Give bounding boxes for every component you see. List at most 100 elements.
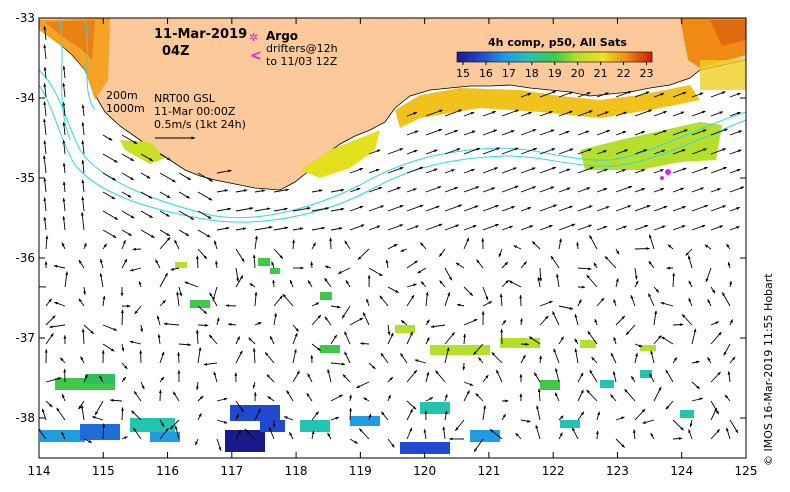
current-vector-arrow <box>501 279 509 288</box>
current-vector-arrow <box>216 189 229 193</box>
current-vector-arrow <box>577 187 591 193</box>
current-vector-arrow <box>550 255 560 269</box>
current-vector-arrow <box>264 352 275 364</box>
current-vector-arrow <box>528 336 541 345</box>
current-vector-arrow <box>140 210 153 219</box>
current-vector-arrow <box>425 223 443 231</box>
current-vector-arrow <box>463 186 480 193</box>
isobath-coast-line-2 <box>84 19 96 111</box>
colorbar-tick-label: 15 <box>456 67 470 80</box>
current-vector-arrow <box>197 323 209 327</box>
current-vector-arrow <box>444 267 453 281</box>
current-vector-arrow <box>400 248 408 252</box>
current-vector-arrow <box>482 187 496 193</box>
current-vector-arrow <box>729 111 741 117</box>
current-vector-arrow <box>45 333 54 345</box>
current-vector-arrow <box>691 224 706 231</box>
current-vector-arrow <box>723 343 731 356</box>
current-vector-arrow <box>368 225 381 231</box>
current-vector-arrow <box>131 410 142 421</box>
isobath-1000m-label: 1000m <box>106 102 145 115</box>
current-vector-arrow <box>344 351 351 364</box>
current-vector-arrow <box>81 179 85 193</box>
current-vector-arrow <box>615 416 625 421</box>
current-vector-arrow <box>672 419 684 431</box>
current-vector-arrow <box>672 225 686 231</box>
current-vector-arrow <box>368 205 385 212</box>
current-vector-arrow <box>535 424 541 440</box>
current-vector-arrow <box>501 261 509 269</box>
current-vector-arrow <box>482 405 487 421</box>
current-vector-arrow <box>254 291 258 307</box>
current-vector-arrow <box>197 347 202 364</box>
current-vector-arrow <box>157 334 161 345</box>
current-vector-arrow <box>283 416 294 421</box>
current-vector-arrow <box>80 404 85 421</box>
current-vector-arrow <box>140 381 145 390</box>
current-vector-arrow <box>520 342 530 346</box>
current-vector-arrow <box>159 229 171 237</box>
current-vector-arrow <box>596 187 608 193</box>
current-vector-arrow <box>691 204 709 212</box>
current-vector-arrow <box>184 281 199 288</box>
current-vector-arrow <box>710 407 718 421</box>
current-vector-arrow <box>615 225 627 231</box>
current-vector-arrow <box>121 436 128 440</box>
current-vector-arrow <box>577 372 584 383</box>
current-vector-arrow <box>349 224 365 231</box>
current-vector-arrow <box>463 147 481 155</box>
current-vector-arrow <box>327 369 332 383</box>
sst-patch-east-shelf <box>580 122 722 170</box>
current-vector-arrow <box>45 400 53 408</box>
current-vector-arrow <box>235 267 240 282</box>
current-vector-arrow <box>43 197 47 212</box>
current-vector-arrow <box>311 189 323 193</box>
current-vector-arrow <box>577 92 591 98</box>
current-vector-arrow <box>687 255 693 269</box>
drifter-legend-symbol: < <box>250 48 262 64</box>
current-vector-arrow <box>195 381 199 391</box>
current-vector-arrow <box>704 244 712 250</box>
current-vector-arrow <box>577 205 593 212</box>
current-vector-arrow <box>455 419 465 431</box>
current-vector-arrow <box>556 273 560 288</box>
current-vector-arrow <box>444 109 463 117</box>
current-vector-arrow <box>292 227 304 231</box>
current-vector-arrow <box>537 276 541 288</box>
current-vector-arrow <box>577 224 593 231</box>
current-vector-arrow <box>634 247 650 251</box>
lon-tick-label: 122 <box>542 464 565 478</box>
current-vector-arrow <box>482 204 499 212</box>
current-vector-arrow <box>672 129 688 136</box>
axis-ticks <box>38 17 747 458</box>
current-vector-arrow <box>552 311 560 326</box>
current-vector-arrow <box>729 186 745 193</box>
current-vector-arrow <box>159 237 171 250</box>
current-vector-arrow <box>634 109 653 117</box>
current-vector-arrow <box>387 376 394 383</box>
current-vector-arrow <box>197 229 211 238</box>
current-vector-arrow <box>591 356 598 364</box>
current-vector-arrow <box>216 397 228 402</box>
current-vector-arrow <box>235 189 248 193</box>
current-vector-arrow <box>653 205 668 212</box>
current-vector-arrow <box>539 300 553 307</box>
current-vector-arrow <box>596 92 609 98</box>
colorbar-tick-label: 16 <box>479 67 493 80</box>
current-vector-arrow <box>444 186 459 193</box>
current-vector-arrow <box>216 169 232 174</box>
current-vector-arrow <box>159 191 171 199</box>
current-vector-arrow <box>289 279 294 288</box>
current-vector-arrow <box>604 256 617 269</box>
current-vector-arrow <box>501 147 519 155</box>
current-vector-arrow <box>121 343 125 352</box>
sst-patch-west-coast-inner <box>45 20 95 60</box>
current-vector-arrow <box>83 324 95 335</box>
current-vector-arrow <box>463 111 475 117</box>
current-vector-arrow <box>83 374 88 383</box>
current-vector-arrow <box>577 411 585 421</box>
current-vector-arrow <box>476 259 484 269</box>
current-vector-arrow <box>267 396 275 402</box>
current-vector-arrow <box>520 147 538 155</box>
